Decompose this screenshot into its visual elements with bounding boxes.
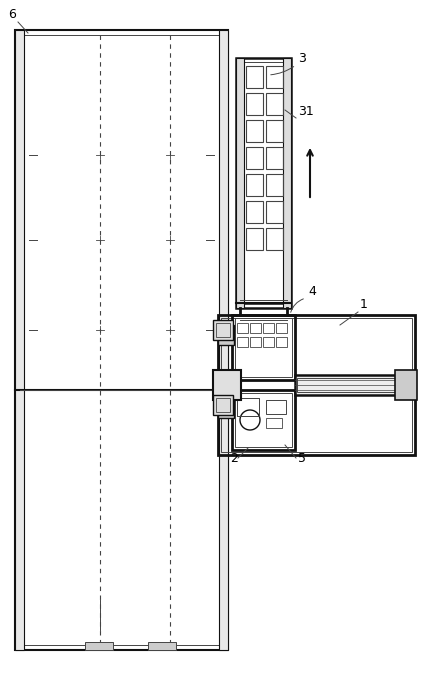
Bar: [232, 390, 295, 450]
Bar: [246, 147, 263, 169]
Bar: [218, 315, 415, 455]
Bar: [237, 337, 248, 347]
Bar: [266, 120, 283, 142]
Bar: [266, 93, 283, 115]
Bar: [218, 398, 234, 418]
Bar: [266, 418, 282, 428]
Bar: [246, 66, 263, 88]
Bar: [85, 642, 113, 650]
Text: 3: 3: [298, 52, 306, 65]
Bar: [246, 201, 263, 223]
Bar: [218, 325, 234, 345]
Bar: [266, 228, 283, 250]
Bar: [219, 30, 228, 650]
Bar: [15, 30, 24, 650]
Bar: [266, 66, 283, 88]
Bar: [266, 201, 283, 223]
Bar: [235, 393, 292, 447]
Bar: [397, 375, 415, 395]
Bar: [266, 400, 286, 414]
Bar: [250, 323, 261, 333]
Bar: [246, 93, 263, 115]
Bar: [237, 398, 259, 416]
Bar: [395, 370, 417, 400]
Text: 6: 6: [8, 8, 16, 21]
Bar: [15, 30, 228, 650]
Bar: [263, 337, 274, 347]
Text: 31: 31: [298, 105, 314, 118]
Text: 5: 5: [298, 452, 306, 465]
Bar: [237, 323, 248, 333]
Bar: [236, 58, 291, 308]
Bar: [295, 375, 415, 395]
Bar: [148, 642, 176, 650]
Text: 2: 2: [230, 452, 238, 465]
Bar: [266, 147, 283, 169]
Bar: [237, 398, 259, 416]
Bar: [246, 120, 263, 142]
Bar: [246, 174, 263, 196]
Bar: [20, 35, 223, 645]
Bar: [246, 228, 263, 250]
Bar: [213, 395, 233, 415]
Bar: [232, 315, 295, 380]
Text: 1: 1: [360, 298, 368, 311]
Bar: [236, 58, 244, 308]
Bar: [235, 318, 292, 377]
Text: 4: 4: [308, 285, 316, 298]
Bar: [297, 378, 413, 392]
Bar: [213, 370, 241, 400]
Bar: [240, 62, 287, 304]
Bar: [216, 323, 230, 337]
Bar: [216, 398, 230, 412]
Bar: [283, 58, 291, 308]
Bar: [266, 174, 283, 196]
Bar: [276, 337, 287, 347]
Bar: [401, 379, 411, 391]
Bar: [263, 323, 274, 333]
Bar: [213, 320, 233, 340]
Bar: [276, 323, 287, 333]
Bar: [221, 318, 412, 452]
Bar: [250, 337, 261, 347]
